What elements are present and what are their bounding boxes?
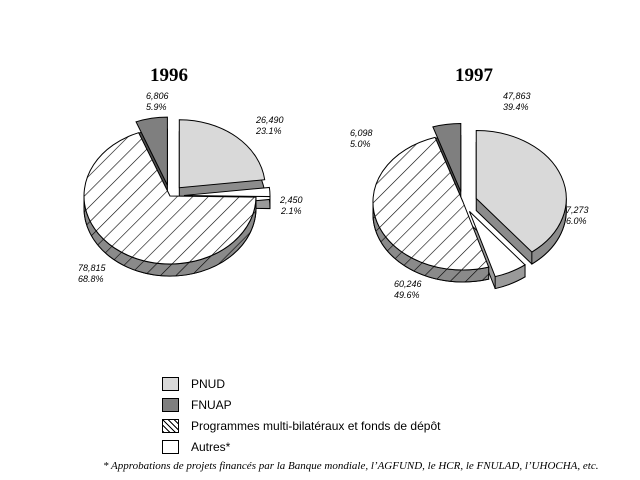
chart-title-1996: 1996 [150,65,188,86]
legend: PNUD FNUAP Programmes multi-bilatéraux e… [162,373,440,457]
pie-1996-slice-pnud [178,119,266,189]
pie-1997-slice-fnuap [432,123,462,192]
pie-1997-percent-label-pnud: 39.4% [503,102,529,112]
pie-1997-slice-pnud [475,130,567,253]
pie-1997-value-label-pnud: 47,863 [503,91,531,101]
pie-1997-percent-label-fnuap: 5.0% [350,139,371,149]
pie-1996-value-label-programmes: 78,815 [78,263,107,273]
chart-title-1997: 1997 [455,65,494,86]
legend-label-autres: Autres* [191,439,231,454]
pie-1996-percent-label-programmes: 68.8% [78,274,104,284]
pie-1996-percent-label-pnud: 23.1% [255,126,282,136]
legend-item-pnud: PNUD [162,373,440,394]
legend-swatch-autres [162,439,179,454]
pie-1996-percent-label-autres: 2.1% [280,206,302,216]
pie-1997-value-label-autres: 7,273 [566,205,589,215]
legend-label-programmes: Programmes multi-bilatéraux et fonds de … [191,418,441,433]
legend-item-programmes: Programmes multi-bilatéraux et fonds de … [162,415,440,436]
pie-1997-percent-label-programmes: 49.6% [394,290,420,300]
pie-1996-value-label-autres: 2,450 [279,195,303,205]
pie-1996-slice-autres [183,186,271,198]
legend-swatch-pnud [162,376,179,391]
pie-1997-value-label-fnuap: 6,098 [350,128,373,138]
pie-1997-slice-autres [468,211,526,278]
pie-1996-value-label-pnud: 26,490 [255,115,284,125]
legend-label-fnuap: FNUAP [191,397,232,412]
pie-1997-percent-label-autres: 6.0% [566,216,587,226]
pie-1996-slice-programmes [83,132,257,265]
legend-label-pnud: PNUD [191,376,226,391]
pie-1996-value-label-fnuap: 6,806 [146,91,169,101]
legend-item-autres: Autres* [162,436,440,457]
pie-1997-slice-programmes [372,136,490,271]
pie-1996-slice-fnuap [135,116,168,186]
legend-swatch-programmes [162,418,179,433]
pie-1996-percent-label-fnuap: 5.9% [146,102,167,112]
legend-item-fnuap: FNUAP [162,394,440,415]
legend-swatch-fnuap [162,397,179,412]
pie-1997-value-label-programmes: 60,246 [394,279,422,289]
footnote: * Approbations de projets financés par l… [103,460,599,472]
